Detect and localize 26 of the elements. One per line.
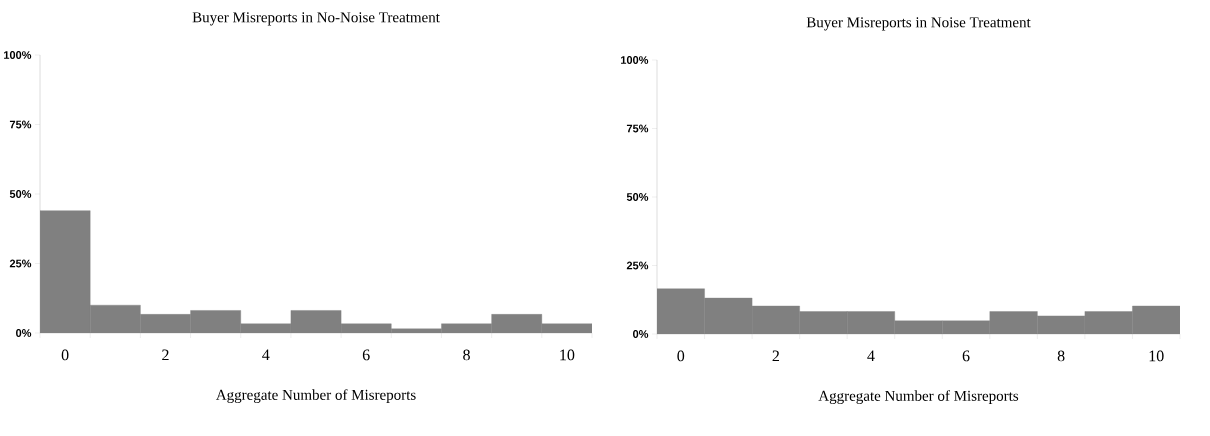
x-tick-label: 8	[463, 349, 470, 361]
y-tick-label: 50%	[9, 190, 32, 198]
x-tick-label: 10	[1149, 350, 1164, 362]
y-tick-label: 0%	[633, 330, 649, 338]
y-tick-label: 50%	[626, 193, 649, 201]
x-tick-label: 0	[61, 349, 69, 361]
chart-title: Buyer Misreports in No-Noise Treatment	[192, 12, 440, 26]
x-tick-label: 8	[1057, 350, 1065, 362]
x-tick-label: 2	[772, 350, 779, 362]
y-tick-label: 75%	[626, 124, 649, 133]
y-tick-label: 0%	[16, 329, 32, 337]
x-tick-label: 10	[560, 349, 575, 361]
y-tick-label: 25%	[9, 259, 32, 268]
x-tick-label: 2	[162, 349, 169, 361]
chart-title: Buyer Misreports in Noise Treatment	[806, 17, 1031, 31]
x-axis-title: Aggregate Number of Misreports	[215, 389, 416, 403]
x-tick-label: 0	[677, 350, 685, 362]
y-tick-label: 75%	[9, 120, 32, 129]
y-tick-label: 100%	[621, 56, 649, 64]
x-tick-label: 4	[262, 349, 270, 361]
x-axis-title: Aggregate Number of Misreports	[818, 390, 1019, 404]
y-tick-label: 100%	[4, 51, 32, 59]
x-tick-label: 4	[867, 350, 875, 362]
x-tick-label: 6	[362, 349, 370, 361]
y-tick-label: 25%	[626, 261, 649, 270]
x-tick-label: 6	[962, 350, 970, 362]
